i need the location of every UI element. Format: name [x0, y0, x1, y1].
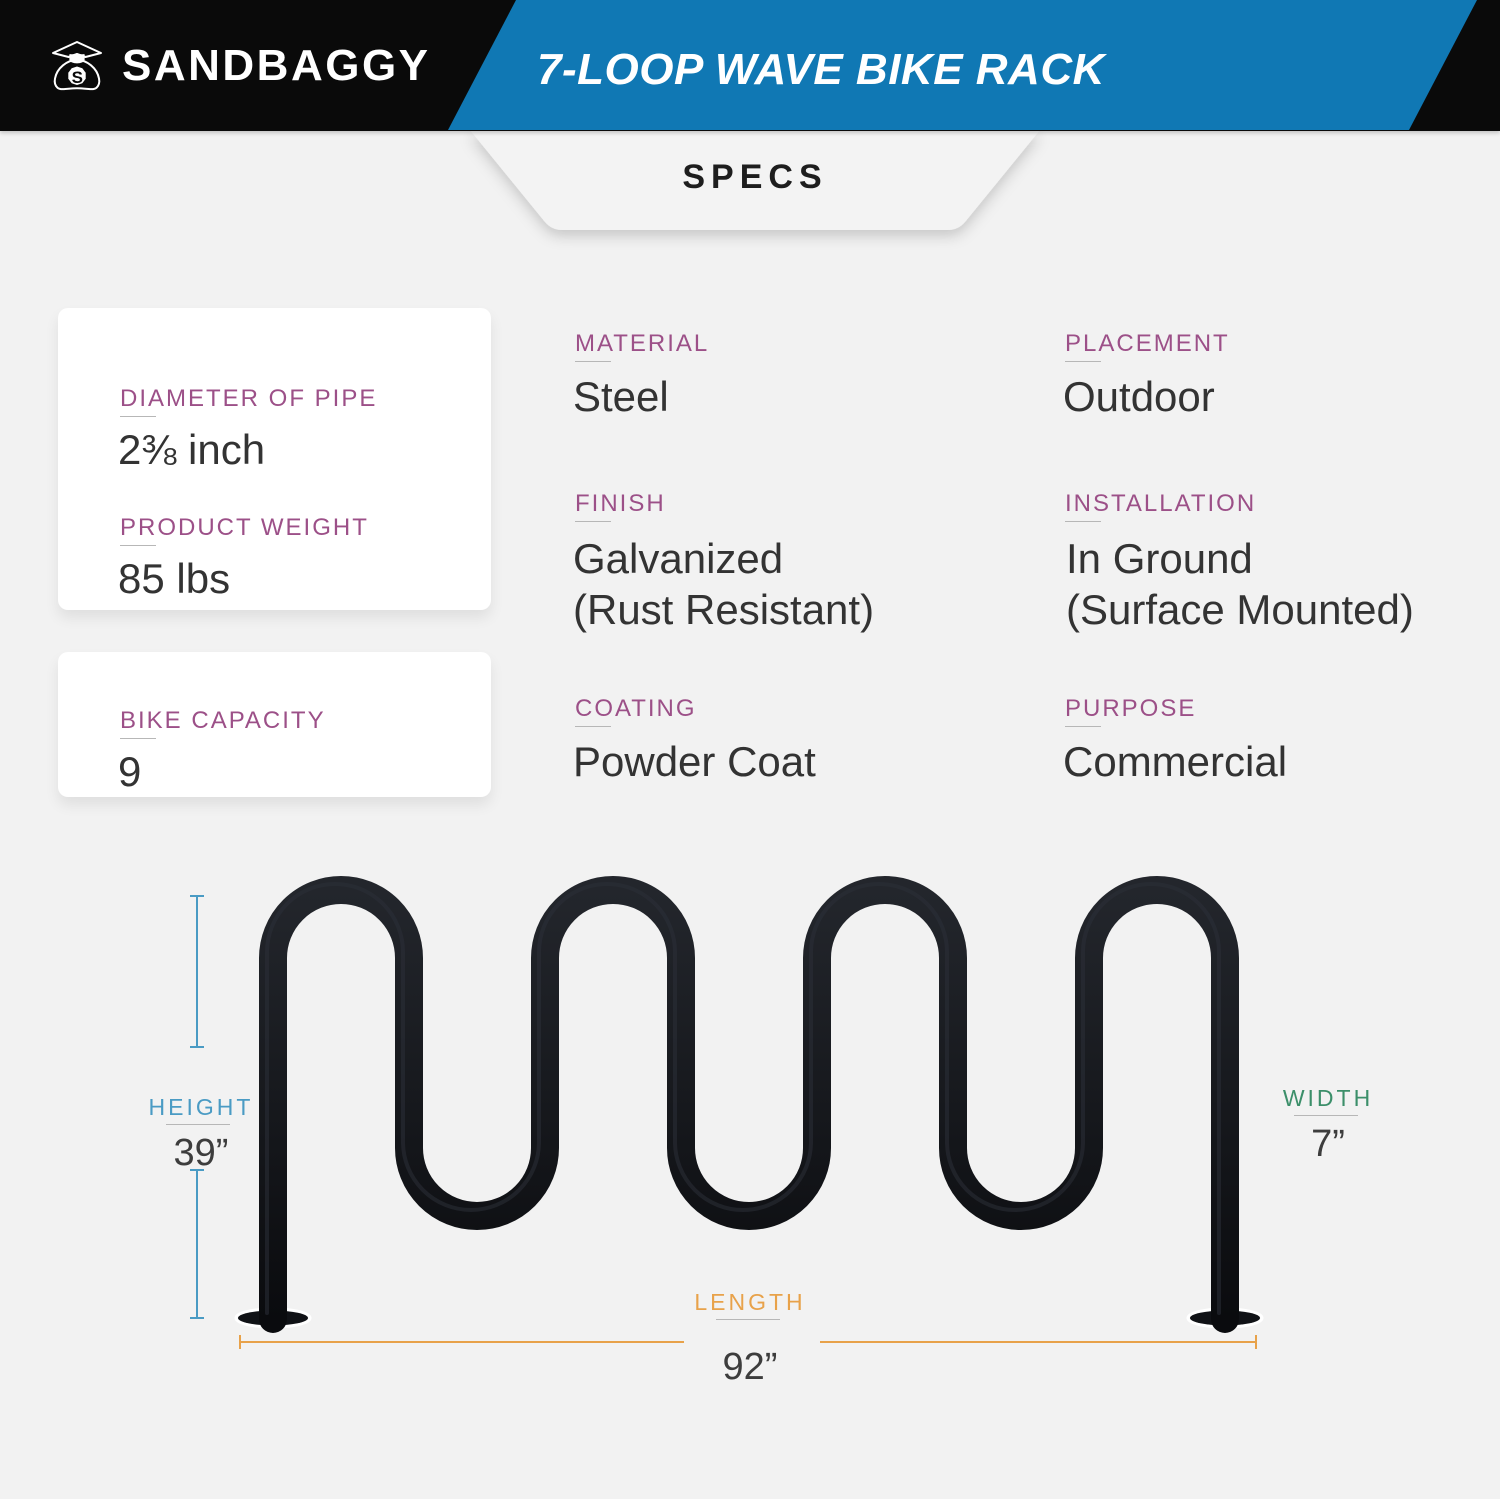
svg-text:S: S: [72, 68, 83, 87]
